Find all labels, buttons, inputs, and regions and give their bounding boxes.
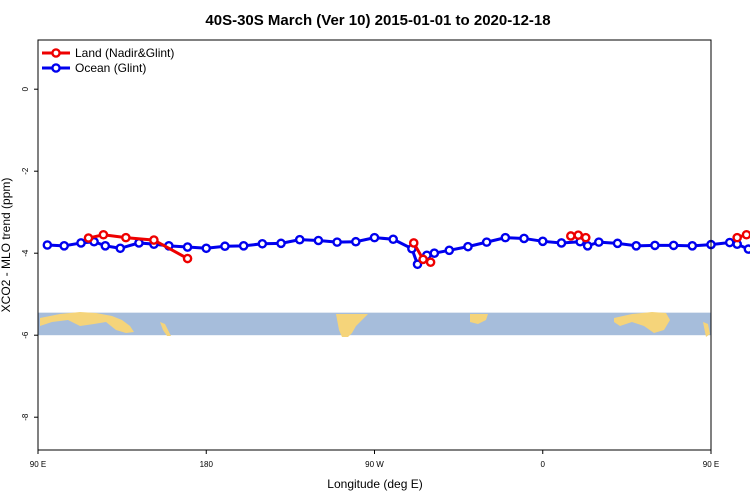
data-point bbox=[724, 237, 735, 248]
data-point bbox=[743, 244, 750, 254]
data-point bbox=[429, 248, 440, 258]
data-point bbox=[294, 234, 305, 245]
data-point bbox=[463, 241, 473, 252]
data-point bbox=[741, 229, 750, 240]
legend-label: Ocean (Glint) bbox=[75, 61, 146, 75]
y-tick-label: 0 bbox=[21, 86, 30, 91]
legend-marker bbox=[51, 63, 61, 73]
legend-marker bbox=[51, 48, 61, 58]
data-point bbox=[76, 238, 86, 248]
data-point bbox=[238, 241, 249, 251]
data-point bbox=[565, 231, 576, 241]
land-south-america bbox=[336, 314, 368, 337]
data-point bbox=[412, 259, 423, 270]
data-point bbox=[500, 232, 511, 243]
data-point bbox=[612, 238, 623, 249]
data-point bbox=[580, 232, 591, 243]
x-tick-label: 180 bbox=[200, 460, 214, 469]
data-point bbox=[408, 238, 419, 248]
x-tick-label: 90 E bbox=[30, 460, 46, 469]
data-point bbox=[115, 243, 126, 254]
land-australia-west bbox=[614, 312, 670, 333]
x-tick-label: 90 E bbox=[703, 460, 719, 469]
data-point bbox=[369, 232, 380, 243]
legend-label: Land (Nadir&Glint) bbox=[75, 46, 174, 60]
data-point bbox=[444, 245, 455, 256]
y-axis-label: XCO2 - MLO trend (ppm) bbox=[0, 178, 13, 313]
map-band bbox=[38, 312, 711, 337]
x-axis: 90 E 180 90 W 0 90 E bbox=[30, 450, 719, 469]
land-tasmania bbox=[703, 322, 710, 337]
series-land bbox=[83, 229, 750, 268]
x-axis-label: Longitude (deg E) bbox=[327, 477, 422, 491]
data-point bbox=[100, 241, 111, 251]
data-point bbox=[425, 257, 436, 268]
map-band-ocean bbox=[38, 312, 711, 336]
data-point bbox=[631, 241, 642, 251]
chart-title: 40S-30S March (Ver 10) 2015-01-01 to 202… bbox=[205, 12, 550, 29]
data-point bbox=[537, 236, 548, 247]
data-point bbox=[149, 235, 159, 245]
data-point bbox=[83, 233, 94, 243]
data-point bbox=[332, 237, 342, 247]
data-point bbox=[687, 241, 698, 251]
data-point bbox=[351, 236, 361, 247]
x-tick-label: 0 bbox=[541, 460, 546, 469]
data-point bbox=[121, 232, 131, 243]
x-tick-label: 90 W bbox=[365, 460, 384, 469]
data-point bbox=[668, 240, 679, 251]
data-point bbox=[220, 241, 230, 252]
land-africa bbox=[470, 314, 488, 324]
y-tick-label: -2 bbox=[21, 167, 30, 175]
data-point bbox=[650, 240, 660, 251]
data-point bbox=[732, 232, 742, 243]
data-point bbox=[418, 254, 428, 265]
data-point bbox=[98, 229, 109, 240]
data-point bbox=[313, 235, 324, 246]
data-point bbox=[182, 242, 193, 252]
y-tick-label: -6 bbox=[21, 331, 30, 339]
data-point bbox=[59, 241, 69, 251]
legend: Land (Nadir&Glint)Ocean (Glint) bbox=[42, 46, 174, 75]
data-point bbox=[276, 238, 286, 249]
land-nz bbox=[160, 322, 171, 336]
land-australia-east bbox=[40, 312, 134, 333]
data-point bbox=[481, 237, 492, 247]
data-point bbox=[388, 234, 398, 245]
y-tick-label: -4 bbox=[21, 249, 30, 257]
data-point bbox=[556, 238, 567, 248]
data-point bbox=[582, 241, 593, 251]
data-point bbox=[201, 243, 212, 254]
data-point bbox=[573, 230, 584, 240]
data-point bbox=[594, 237, 604, 247]
data-point bbox=[519, 233, 529, 244]
y-tick-label: -8 bbox=[21, 413, 30, 421]
series-ocean bbox=[42, 232, 750, 270]
y-axis: 0 -2 -4 -6 -8 bbox=[21, 86, 38, 421]
data-point bbox=[42, 240, 53, 250]
series-layer bbox=[42, 229, 750, 270]
data-point bbox=[182, 253, 193, 264]
data-point bbox=[257, 238, 268, 249]
